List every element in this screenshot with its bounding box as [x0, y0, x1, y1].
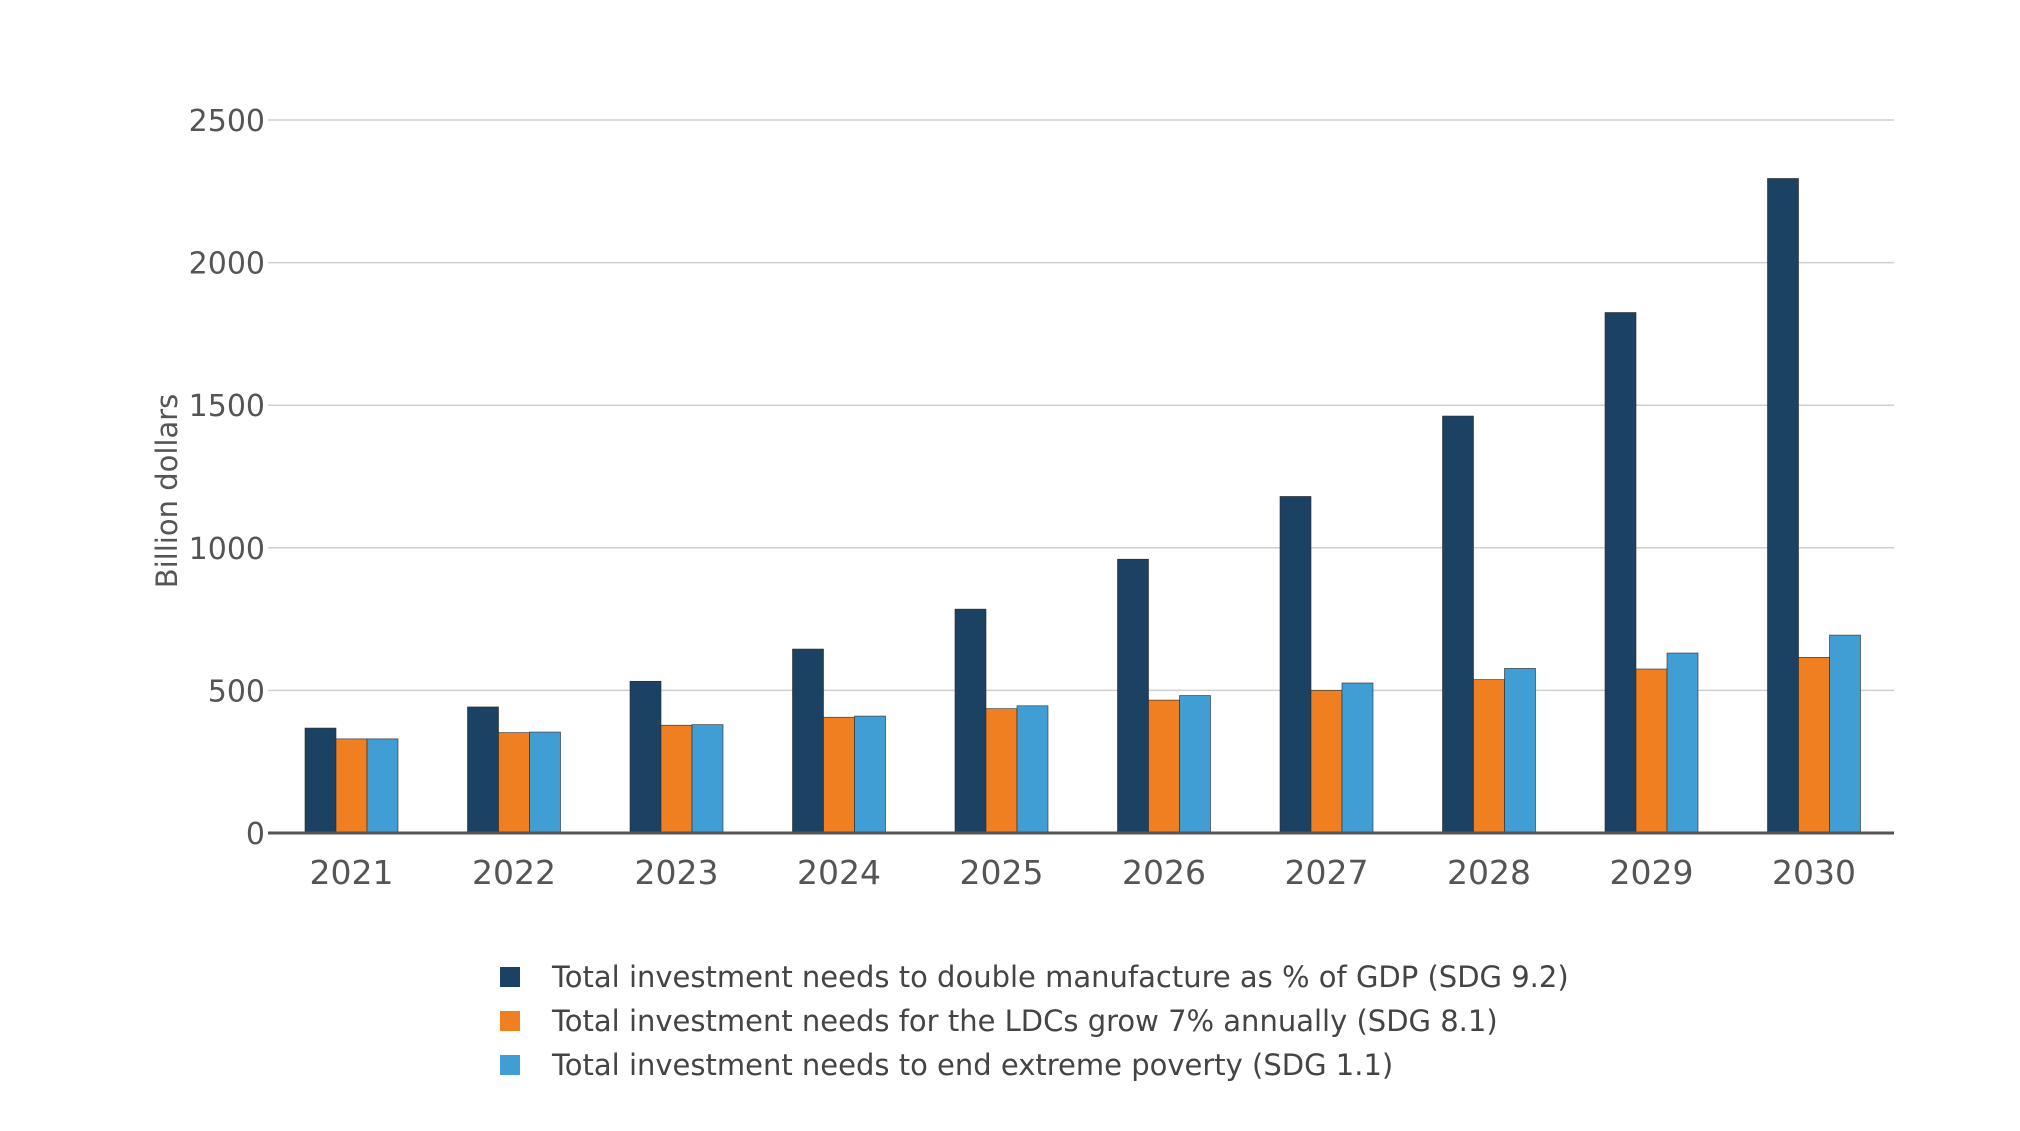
y-tick-label: 0 [246, 817, 265, 852]
bar [1341, 682, 1374, 834]
x-tick-label: 2030 [1772, 853, 1856, 892]
y-axis-title: Billion dollars [150, 394, 184, 589]
bar [691, 724, 724, 834]
legend-label: Total investment needs for the LDCs grow… [551, 1004, 1498, 1038]
legend: Total investment needs to double manufac… [500, 960, 1569, 1082]
bar [1504, 668, 1536, 834]
bar [823, 716, 855, 834]
y-tick-label: 1000 [189, 532, 265, 567]
bar [1473, 679, 1505, 834]
legend-swatch [500, 967, 520, 987]
bars [304, 178, 1861, 834]
bar [467, 706, 499, 834]
x-tick-label: 2027 [1285, 853, 1369, 892]
bar [1829, 634, 1861, 834]
x-tick-label: 2029 [1610, 853, 1694, 892]
bar [1310, 690, 1343, 834]
x-tick-label: 2022 [472, 853, 556, 892]
x-tick-label: 2028 [1447, 853, 1531, 892]
y-tick-label: 2000 [189, 247, 265, 282]
bar [1279, 496, 1312, 834]
x-tick-label: 2025 [960, 853, 1044, 892]
bar [304, 727, 337, 834]
bar [335, 738, 368, 834]
bar [1798, 657, 1830, 834]
bar [1767, 178, 1799, 834]
bar [985, 708, 1018, 834]
bar [854, 715, 886, 834]
bar [1179, 695, 1211, 834]
bar [529, 731, 561, 834]
bar [792, 648, 824, 834]
axes: 0 500 1000 1500 2000 2500 2021 2022 2023 2024 2025… [189, 104, 1894, 892]
gridlines [268, 119, 1894, 692]
y-tick-label: 500 [208, 674, 265, 709]
legend-label: Total investment needs to double manufac… [551, 960, 1569, 994]
x-tick-label: 2026 [1122, 853, 1206, 892]
bar [660, 724, 693, 834]
x-tick-label: 2023 [635, 853, 719, 892]
y-tick-label: 2500 [189, 104, 265, 139]
bar [366, 738, 399, 834]
legend-label: Total investment needs to end extreme po… [551, 1048, 1393, 1082]
legend-swatch [500, 1055, 520, 1075]
legend-swatch [500, 1011, 520, 1031]
bar [498, 732, 530, 834]
bar [1016, 705, 1049, 834]
bar [1635, 668, 1668, 834]
y-tick-label: 1500 [189, 389, 265, 424]
x-tick-label: 2021 [310, 853, 394, 892]
bar [1666, 652, 1699, 834]
x-tick-label: 2024 [797, 853, 881, 892]
bar [1442, 415, 1474, 834]
bar [954, 608, 987, 834]
bar [629, 680, 662, 834]
bar [1148, 699, 1180, 834]
bar [1604, 312, 1637, 834]
bar [1117, 558, 1149, 834]
